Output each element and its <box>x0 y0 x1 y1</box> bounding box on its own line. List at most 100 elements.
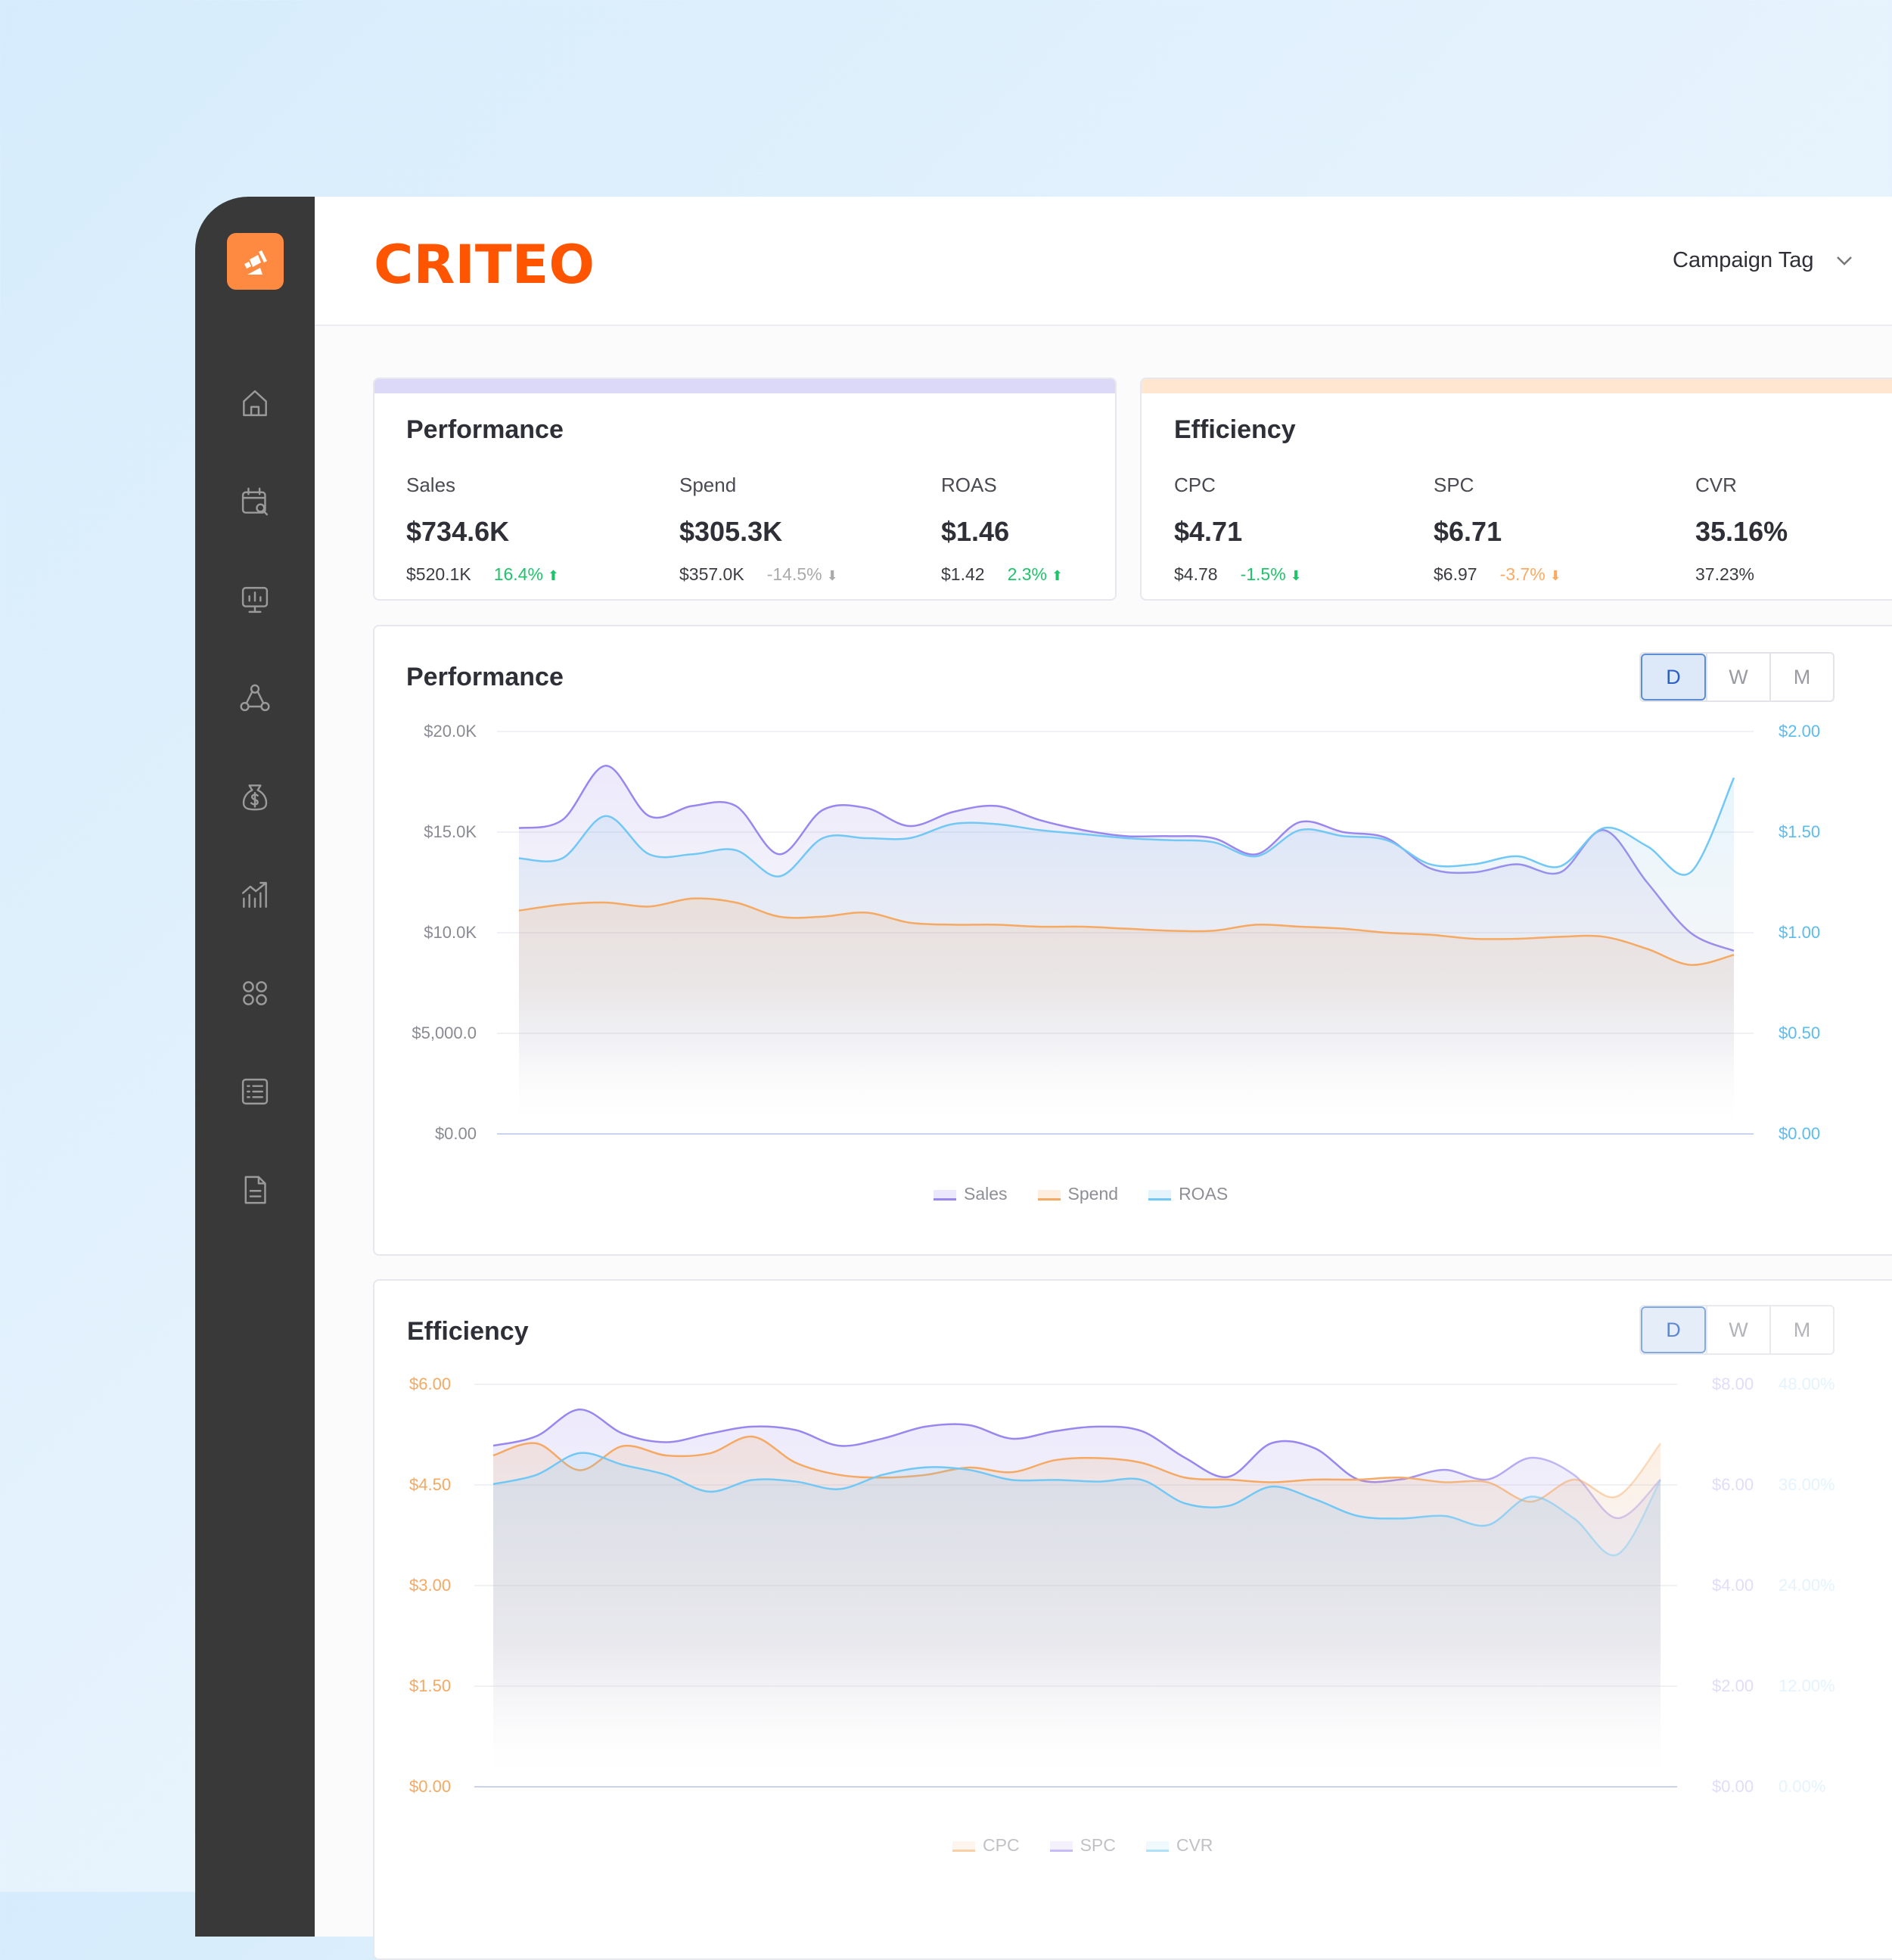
period-week-button[interactable]: W <box>1706 654 1769 700</box>
sidebar-item-growth-chart[interactable] <box>232 872 278 918</box>
sidebar-item-presentation[interactable] <box>232 577 278 623</box>
axis-tick-label: $1.00 <box>1779 923 1821 942</box>
line-roas <box>518 777 1735 877</box>
sidebar <box>195 197 315 1937</box>
money-bag-icon <box>242 784 268 811</box>
legend-item-cpc[interactable]: CPC <box>952 1835 1020 1856</box>
performance-kpi-card: Performance Sales $734.6K $520.1K 16.4% ⬆ Spe… <box>373 377 1117 601</box>
legend-label: Sales <box>964 1184 1008 1204</box>
legend-item-sales[interactable]: Sales <box>934 1184 1008 1204</box>
axis-tick-label: $1.50 <box>1779 822 1821 841</box>
legend-item-spc[interactable]: SPC <box>1049 1835 1116 1856</box>
metric-comparison: $357.0K -14.5% ⬇ <box>679 564 838 585</box>
previous-value: $1.42 <box>941 564 985 584</box>
sidebar-item-document[interactable] <box>232 1167 278 1213</box>
metric-label: Spend <box>679 474 737 496</box>
axis-tick-label: $0.00 <box>434 1124 477 1143</box>
axis-tick-label: $4.50 <box>409 1475 452 1494</box>
axis-tick-label: 36.00% <box>1779 1475 1835 1494</box>
sidebar-item-money-bag[interactable] <box>232 774 278 819</box>
campaign-tag-dropdown[interactable]: Campaign Tag <box>1673 248 1853 273</box>
legend-item-roas[interactable]: ROAS <box>1148 1184 1228 1204</box>
metric-comparison: $520.1K 16.4% ⬆ <box>406 564 559 585</box>
kpi-metric-cpc: CPC $4.71 $4.78 -1.5% ⬇ <box>1174 474 1302 585</box>
axis-tick-label: $2.00 <box>1779 722 1821 741</box>
axis-tick-label: $15.0K <box>424 822 477 841</box>
axis-tick-label: 0.00% <box>1779 1777 1826 1796</box>
metric-comparison: $6.97 -3.7% ⬇ <box>1434 564 1561 585</box>
axis-tick-label: $2.00 <box>1712 1676 1754 1695</box>
period-toggle: D W M <box>1639 652 1835 702</box>
previous-value: $357.0K <box>679 564 744 584</box>
efficiency-kpi-card: Efficiency CPC $4.71 $4.78 -1.5% ⬇ SPC $6.71 $6… <box>1140 377 1892 601</box>
kpi-metric-sales: Sales $734.6K $520.1K 16.4% ⬆ <box>406 474 559 585</box>
chart-title: Efficiency <box>407 1317 529 1346</box>
axis-tick-label: $6.00 <box>409 1374 452 1393</box>
delta-badge: 2.3% ⬆ <box>1008 564 1064 584</box>
metric-comparison: $4.78 -1.5% ⬇ <box>1174 564 1302 585</box>
axis-tick-label: $4.00 <box>1712 1576 1754 1595</box>
legend-item-cvr[interactable]: CVR <box>1145 1835 1213 1856</box>
kpi-metric-cvr: CVR 35.16% 37.23% <box>1695 474 1788 585</box>
kpi-metric-roas: ROAS $1.46 $1.42 2.3% ⬆ <box>941 474 1063 585</box>
legend-label: CPC <box>983 1835 1020 1855</box>
line-spc <box>492 1408 1661 1520</box>
card-title: Performance <box>406 415 564 444</box>
period-month-button[interactable]: M <box>1769 1306 1833 1353</box>
metric-value: $1.46 <box>941 516 1010 547</box>
sidebar-item-apps[interactable] <box>232 971 278 1016</box>
legend-item-spend[interactable]: Spend <box>1037 1184 1118 1204</box>
legend-label: CVR <box>1176 1835 1213 1855</box>
kpi-metric-spend: Spend $305.3K $357.0K -14.5% ⬇ <box>679 474 838 585</box>
svg-text:CRITEO: CRITEO <box>374 239 595 287</box>
arrow-up-icon: ⬆ <box>547 568 560 583</box>
delta-badge: 16.4% ⬆ <box>494 564 559 584</box>
metric-label: ROAS <box>941 474 997 496</box>
axis-tick-label: $8.00 <box>1712 1374 1754 1393</box>
legend-label: SPC <box>1080 1835 1116 1855</box>
document-icon <box>244 1176 266 1204</box>
arrow-down-icon: ⬇ <box>1549 568 1561 583</box>
area-spend <box>519 898 1734 1134</box>
sidebar-item-list[interactable] <box>232 1069 278 1114</box>
delta-value: -1.5% <box>1240 564 1286 584</box>
home-icon <box>243 390 267 417</box>
axis-tick-label: $0.50 <box>1779 1023 1821 1042</box>
legend-swatch <box>952 1840 975 1852</box>
axis-tick-label: $3.00 <box>409 1576 452 1595</box>
growth-chart-icon <box>241 881 267 909</box>
period-day-button[interactable]: D <box>1641 1306 1706 1353</box>
legend-swatch <box>1049 1840 1073 1852</box>
metric-value: 35.16% <box>1695 516 1788 547</box>
criteo-logo: CRITEO <box>374 234 597 296</box>
period-week-button[interactable]: W <box>1706 1306 1769 1353</box>
axis-tick-label: $0.00 <box>409 1777 452 1796</box>
sidebar-item-home[interactable] <box>232 381 278 426</box>
sidebar-item-calendar-search[interactable] <box>232 479 278 524</box>
metric-value: $305.3K <box>679 516 783 547</box>
line-spend <box>518 897 1735 966</box>
metric-comparison: 37.23% <box>1695 564 1788 585</box>
metric-value: $6.71 <box>1434 516 1502 547</box>
axis-tick-label: $6.00 <box>1712 1475 1754 1494</box>
period-month-button[interactable]: M <box>1769 654 1833 700</box>
metric-value: $734.6K <box>406 516 510 547</box>
sidebar-item-network[interactable] <box>232 676 278 721</box>
chart-plot-1 <box>474 1384 1677 1788</box>
axis-tick-label: $1.50 <box>409 1676 452 1695</box>
chart-plot-0 <box>497 731 1754 1135</box>
arrow-up-icon: ⬆ <box>1052 568 1064 583</box>
period-day-button[interactable]: D <box>1641 654 1706 700</box>
presentation-icon <box>241 586 269 613</box>
area-cvr <box>493 1452 1661 1787</box>
network-icon <box>240 684 270 712</box>
line-cvr <box>492 1452 1662 1557</box>
delta-value: 2.3% <box>1007 564 1047 584</box>
axis-tick-label: 24.00% <box>1779 1576 1835 1595</box>
metric-comparison: $1.42 2.3% ⬆ <box>941 564 1063 585</box>
chevron-down-icon <box>1837 256 1853 266</box>
previous-value: 37.23% <box>1695 564 1755 584</box>
app-logo-icon[interactable] <box>227 233 284 290</box>
campaign-tag-label: Campaign Tag <box>1673 248 1814 272</box>
legend-swatch <box>1037 1189 1061 1201</box>
